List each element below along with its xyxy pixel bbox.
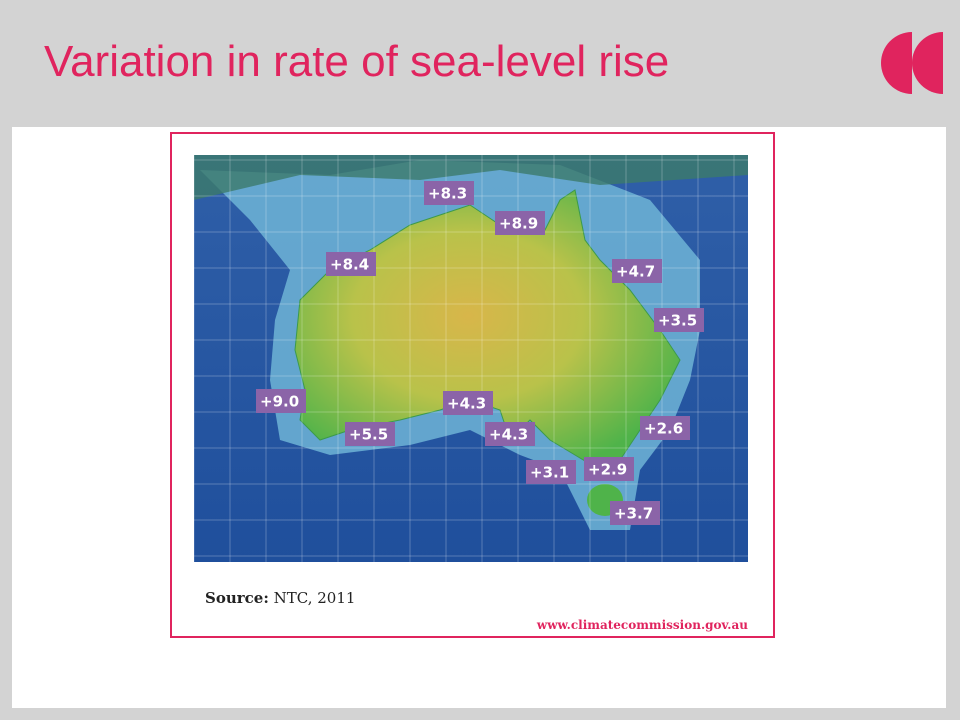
- rate-label-box: [612, 259, 662, 283]
- rate-label: +2.9: [584, 457, 634, 481]
- rate-label-box: [424, 181, 474, 205]
- label-layer: +8.3 +8.9 +8.4 +4.7 +3.5 +9.0 +4.3 +5.5 +4.3 +2.6…: [256, 181, 704, 525]
- header-band: [0, 0, 960, 126]
- rate-label-box: [526, 460, 576, 484]
- rate-label-text: +8.9: [499, 215, 538, 233]
- source-text: NTC, 2011: [274, 589, 356, 607]
- rate-label-text: +4.3: [447, 395, 486, 413]
- rate-label-text: +3.5: [658, 312, 697, 330]
- logo: [881, 32, 943, 94]
- rate-label: +3.1: [526, 460, 576, 484]
- rate-label: +9.0: [256, 389, 306, 413]
- rate-label: +5.5: [345, 422, 395, 446]
- source-url: www.climatecommission.gov.au: [536, 618, 748, 632]
- rate-label-box: [584, 457, 634, 481]
- rate-label-text: +3.7: [614, 505, 653, 523]
- rate-label: +4.7: [612, 259, 662, 283]
- logo-shape: [912, 32, 943, 94]
- rate-label-text: +8.4: [330, 256, 369, 274]
- rate-label-box: [654, 308, 704, 332]
- rate-label: +4.3: [443, 391, 493, 415]
- rate-label-text: +3.1: [530, 464, 569, 482]
- rate-label-box: [345, 422, 395, 446]
- rate-label-box: [495, 211, 545, 235]
- northern-islands: [194, 155, 748, 200]
- rate-label-box: [256, 389, 306, 413]
- rate-label-box: [443, 391, 493, 415]
- rate-label-text: +4.7: [616, 263, 655, 281]
- rate-label-text: +8.3: [428, 185, 467, 203]
- rate-label-box: [485, 422, 535, 446]
- rate-label-box: [640, 416, 690, 440]
- rate-label: +4.3: [485, 422, 535, 446]
- rate-label-text: +9.0: [260, 393, 299, 411]
- rate-label: +8.3: [424, 181, 474, 205]
- slide-title: Variation in rate of sea-level rise: [44, 37, 669, 86]
- rate-label-text: +2.6: [644, 420, 683, 438]
- rate-label-text: +4.3: [489, 426, 528, 444]
- rate-label: +3.5: [654, 308, 704, 332]
- rate-label: +8.4: [326, 252, 376, 276]
- map: [194, 155, 748, 562]
- rate-label: +8.9: [495, 211, 545, 235]
- rate-label-text: +2.9: [588, 461, 627, 479]
- source-note: Source: NTC, 2011: [205, 589, 355, 607]
- source-label: Source:: [205, 589, 269, 607]
- graticule: [194, 155, 748, 562]
- rate-label-box: [326, 252, 376, 276]
- rate-label-box: [610, 501, 660, 525]
- rate-label: +3.7: [610, 501, 660, 525]
- rate-label: +2.6: [640, 416, 690, 440]
- logo-shape: [881, 32, 912, 94]
- rate-label-text: +5.5: [349, 426, 388, 444]
